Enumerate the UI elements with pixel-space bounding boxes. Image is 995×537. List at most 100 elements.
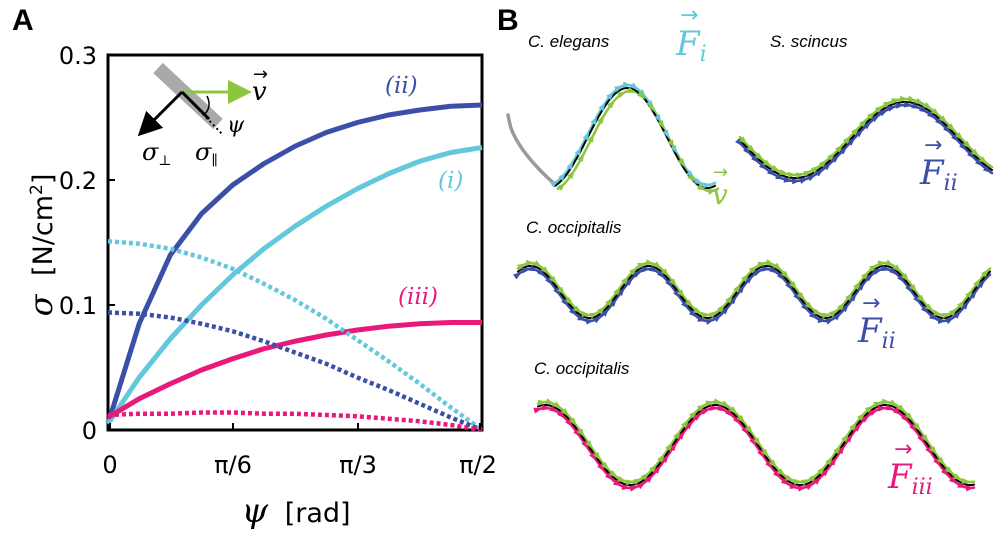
c-occipitalis-2-force-arrow-39 bbox=[845, 433, 853, 443]
c-occipitalis-1-velocity-arrow-37 bbox=[813, 308, 823, 315]
c-occipitalis-1-velocity-arrow-8 bbox=[581, 311, 591, 318]
c-occipitalis-2-velocity-arrow-41 bbox=[865, 405, 875, 413]
c-occipitalis-2-velocity-arrow-25 bbox=[737, 414, 746, 424]
c-occipitalis-2-force-arrow-18 bbox=[677, 430, 685, 440]
c-occipitalis-1-force-arrow-0 bbox=[513, 271, 523, 280]
svg-text:→: → bbox=[894, 437, 912, 462]
c-occipitalis-2-velocity-arrow-38 bbox=[841, 433, 849, 443]
c-occipitalis-2-force-arrow-14 bbox=[645, 474, 654, 483]
s-scincus-force-arrow-7 bbox=[791, 178, 801, 185]
s-scincus-velocity-arrow-4 bbox=[771, 165, 781, 172]
c-occipitalis-2-force-arrow-23 bbox=[717, 404, 727, 412]
species-label-c-occipitalis-1: C. occipitalis bbox=[526, 218, 622, 237]
c-occipitalis-2-velocity-arrow-42 bbox=[873, 401, 883, 408]
s-scincus-body bbox=[739, 101, 993, 179]
c-occipitalis-1-velocity-arrow-57 bbox=[973, 278, 982, 288]
inset-psi-label: ψ bbox=[227, 113, 245, 138]
s-scincus-force-arrow-0 bbox=[735, 138, 744, 147]
ylabel-symbol: σ bbox=[22, 293, 60, 316]
species-label-c-occipitalis-2: C. occipitalis bbox=[534, 359, 630, 378]
c-occipitalis-2-force-arrow-22 bbox=[709, 404, 719, 411]
c-occipitalis-1-velocity-arrow-47 bbox=[893, 264, 902, 273]
c-occipitalis-2-force-arrow-2 bbox=[549, 405, 559, 413]
s-scincus-velocity-arrow-22 bbox=[915, 97, 925, 105]
s-scincus-force-arrow-20 bbox=[895, 102, 905, 109]
series-line-4-dotted bbox=[107, 310, 483, 433]
s-scincus-velocity-arrow-26 bbox=[947, 123, 956, 133]
species-label-c-elegans: C. elegans bbox=[528, 32, 610, 51]
c-occipitalis-2-force-arrow-12 bbox=[629, 485, 639, 492]
c-elegans-velocity-arrow-11 bbox=[667, 139, 675, 149]
c-occipitalis-2-velocity-arrow-12 bbox=[633, 478, 643, 485]
c-elegans-velocity-arrow-15 bbox=[707, 189, 717, 195]
c-occipitalis-2-force-arrow-26 bbox=[741, 426, 749, 436]
s-scincus-force-arrow-24 bbox=[927, 110, 936, 119]
xtick-label-1: π/6 bbox=[214, 451, 252, 479]
series-line-1 bbox=[105, 145, 483, 426]
svg-text:Fiii: Fiii bbox=[887, 457, 933, 500]
c-occipitalis-1-force-arrow-38 bbox=[817, 317, 827, 324]
c-occipitalis-1-force-arrow-32 bbox=[769, 266, 779, 274]
c-elegans-force-arrow-1 bbox=[558, 171, 567, 181]
svg-text:Fii: Fii bbox=[857, 311, 896, 354]
c-occipitalis-1-force-arrow-17 bbox=[649, 265, 659, 273]
curve-label-iii: (iii) bbox=[398, 284, 438, 310]
c-elegans-force-arrow-10 bbox=[630, 82, 640, 91]
c-occipitalis-2-velocity-arrow-10 bbox=[617, 475, 627, 482]
c-elegans-velocity-arrow-9 bbox=[647, 103, 655, 113]
c-occipitalis-2-force-arrow-50 bbox=[933, 457, 942, 467]
inset-angle-arc bbox=[204, 95, 210, 115]
s-scincus-force-arrow-5 bbox=[775, 173, 785, 180]
curve-label-i: (i) bbox=[438, 168, 463, 194]
c-occipitalis-2-velocity-arrow-33 bbox=[801, 479, 811, 486]
c-elegans-velocity-arrow-1 bbox=[567, 169, 575, 179]
svg-text:→: → bbox=[680, 3, 698, 28]
c-occipitalis-2-velocity-arrow-37 bbox=[833, 444, 841, 455]
s-scincus-velocity-arrow-1 bbox=[747, 144, 756, 154]
ytick-label-0: 0 bbox=[82, 417, 97, 445]
c-occipitalis-1-force-arrow-2 bbox=[529, 265, 539, 272]
c-occipitalis-2-force-arrow-54 bbox=[965, 485, 975, 492]
c-elegans-force-arrow-3 bbox=[574, 146, 582, 157]
c-occipitalis-2-force-arrow-53 bbox=[957, 481, 967, 488]
c-occipitalis-1-force-arrow-7 bbox=[569, 307, 578, 316]
c-occipitalis-1-velocity-arrow-26 bbox=[725, 294, 734, 304]
s-scincus-velocity-arrow-0 bbox=[739, 136, 748, 145]
series-line-2 bbox=[106, 320, 482, 420]
c-elegans-force-arrow-14 bbox=[662, 129, 670, 139]
c-occipitalis-1-force-arrow-37 bbox=[809, 311, 819, 319]
c-occipitalis-2-velocity-arrow-19 bbox=[689, 410, 698, 419]
c-occipitalis-2-velocity-arrow-53 bbox=[961, 478, 971, 484]
c-occipitalis-1-force-arrow-23 bbox=[697, 315, 707, 322]
c-occipitalis-1-velocity-arrow-49 bbox=[909, 283, 917, 293]
ytick-label-3: 0.3 bbox=[59, 42, 97, 70]
c-elegans-force-arrow-18 bbox=[694, 177, 704, 185]
xtick-label-0: 0 bbox=[102, 451, 117, 479]
c-occipitalis-1-velocity-arrow-27 bbox=[733, 283, 741, 293]
c-occipitalis-1-velocity-arrow-52 bbox=[933, 309, 943, 316]
c-occipitalis-1-force-arrow-45 bbox=[873, 269, 883, 275]
c-elegans-tail bbox=[506, 113, 558, 187]
c-occipitalis-2-velocity-arrow-24 bbox=[729, 406, 738, 415]
c-occipitalis-2-velocity-arrow-51 bbox=[945, 466, 954, 475]
c-occipitalis-2-velocity-arrow-27 bbox=[753, 437, 761, 447]
c-occipitalis-1-force-arrow-11 bbox=[601, 307, 610, 317]
s-scincus-force-arrow-15 bbox=[855, 128, 864, 138]
c-occipitalis-2-force-arrow-38 bbox=[837, 445, 845, 455]
s-scincus-velocity-arrow-18 bbox=[883, 101, 893, 108]
c-occipitalis-1-force-arrow-34 bbox=[785, 281, 793, 291]
c-occipitalis-2-force-arrow-40 bbox=[853, 422, 862, 432]
species-label-s-scincus: S. scincus bbox=[770, 32, 848, 51]
c-elegans-velocity-arrow-10 bbox=[657, 119, 665, 130]
c-occipitalis-2-velocity-arrow-36 bbox=[825, 456, 833, 466]
c-occipitalis-2-force-arrow-17 bbox=[669, 442, 677, 452]
panel-b-waveforms bbox=[506, 81, 994, 492]
c-elegans-force-arrow-19 bbox=[702, 182, 712, 189]
c-occipitalis-1-force-arrow-13 bbox=[617, 286, 625, 296]
c-occipitalis-1-velocity-arrow-23 bbox=[701, 312, 711, 319]
panel-b-letter: B bbox=[497, 4, 519, 37]
c-occipitalis-1-force-arrow-40 bbox=[833, 312, 842, 321]
c-occipitalis-2-force-arrow-49 bbox=[925, 446, 933, 456]
c-occipitalis-1-force-arrow-44 bbox=[865, 273, 874, 282]
s-scincus-velocity-arrow-28 bbox=[963, 140, 972, 150]
